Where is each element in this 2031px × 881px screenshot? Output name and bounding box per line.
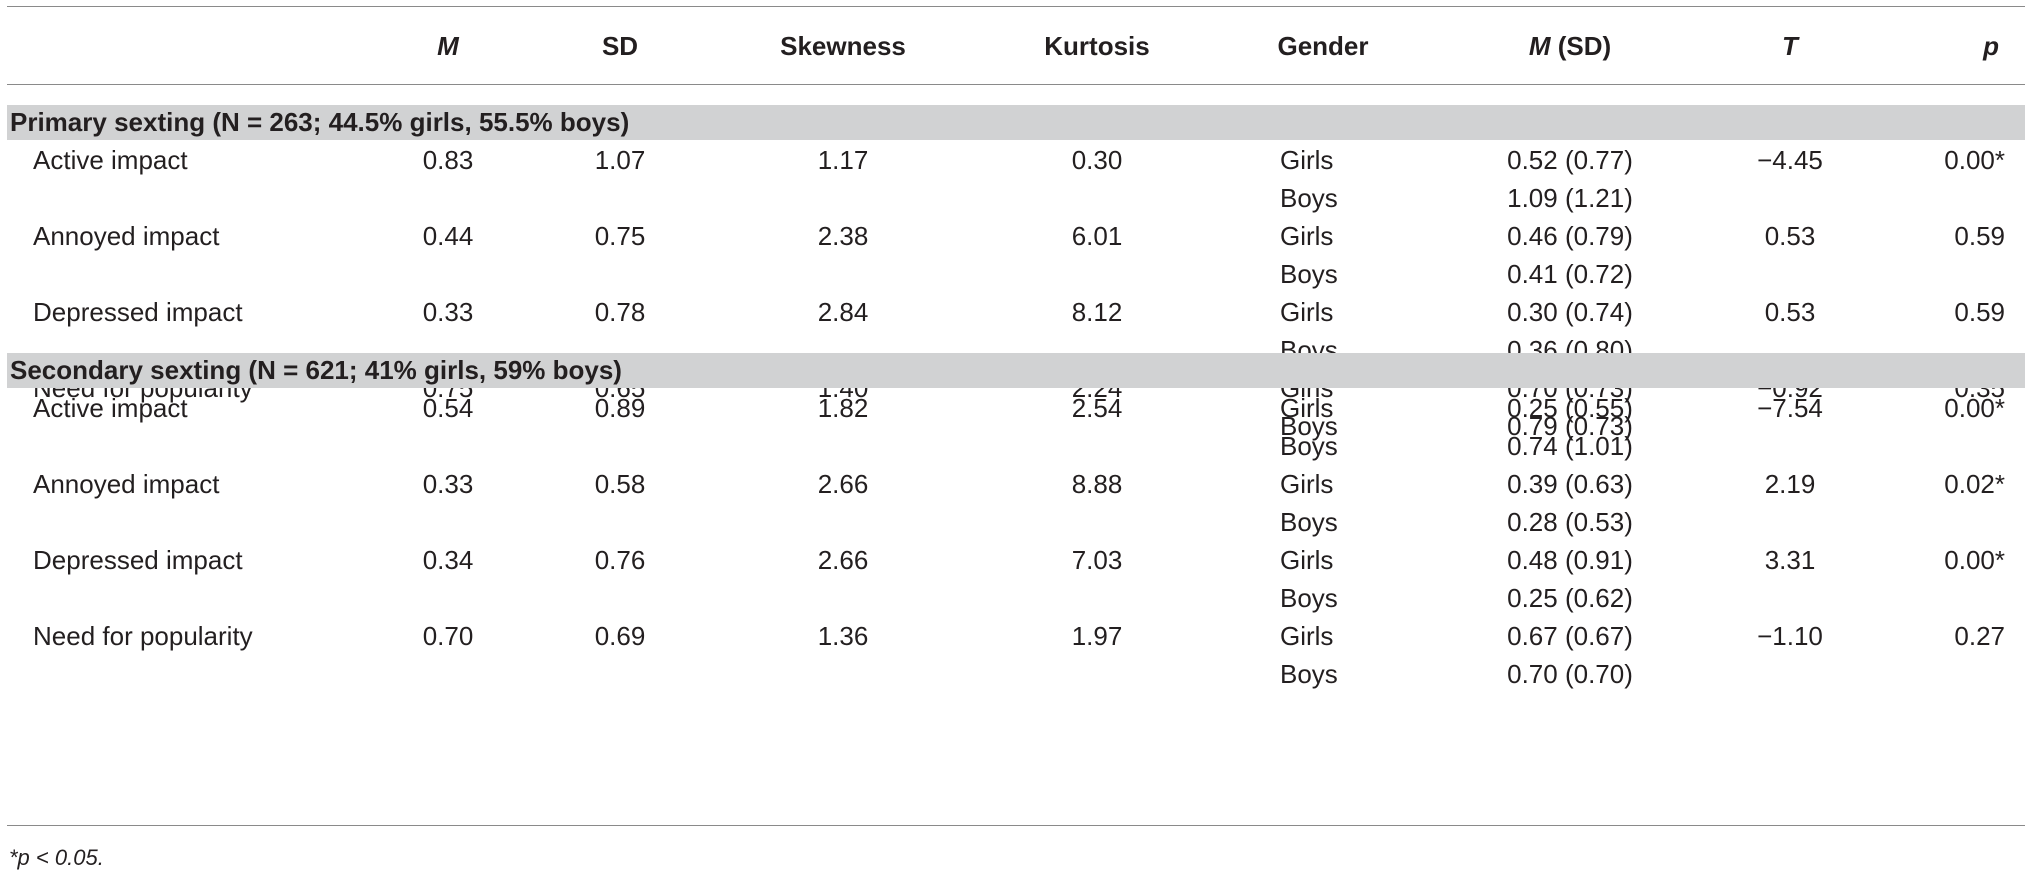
cell-kurtosis: 6.01 <box>1071 221 1123 251</box>
cell-t: 0.53 <box>1764 297 1816 327</box>
section-header: Secondary sexting (N = 621; 41% girls, 5… <box>7 353 2025 388</box>
cell-m-sd: 0.74 (1.01) <box>1507 431 1633 461</box>
header-skewness: Skewness <box>780 31 906 61</box>
header-rule <box>7 84 2025 85</box>
cell-m-sd: 0.70 (0.70) <box>1507 659 1633 689</box>
header-gender: Gender <box>1277 31 1369 61</box>
cell-m: 0.34 <box>422 545 474 575</box>
cell-gender: Boys <box>1280 183 1338 213</box>
cell-m-sd: 0.52 (0.77) <box>1507 145 1633 175</box>
cell-t: 2.19 <box>1764 469 1816 499</box>
cell-gender: Boys <box>1280 659 1338 689</box>
cell-p: 0.59 <box>1954 221 2005 251</box>
cell-m-sd: 0.25 (0.62) <box>1507 583 1633 613</box>
cell-skewness: 1.36 <box>817 621 869 651</box>
cell-m-sd: 0.30 (0.74) <box>1507 297 1633 327</box>
table-row: Active impact 0.83 1.07 1.17 0.30 Girls 0.52 (… <box>0 141 2031 217</box>
row-label: Need for popularity <box>33 621 253 651</box>
cell-sd: 1.07 <box>594 145 646 175</box>
cell-m: 0.54 <box>422 393 474 423</box>
cell-kurtosis: 8.12 <box>1071 297 1123 327</box>
cell-gender: Girls <box>1280 297 1334 327</box>
cell-m: 0.33 <box>422 469 474 499</box>
cell-skewness: 2.38 <box>817 221 869 251</box>
cell-gender: Girls <box>1280 621 1334 651</box>
table-row: Depressed impact 0.34 0.76 2.66 7.03 Girls 0.4… <box>0 541 2031 617</box>
bottom-rule <box>7 825 2025 826</box>
cell-skewness: 2.66 <box>817 469 869 499</box>
cell-m: 0.44 <box>422 221 474 251</box>
row-label: Depressed impact <box>33 297 243 327</box>
cell-skewness: 1.82 <box>817 393 869 423</box>
cell-gender: Girls <box>1280 393 1334 423</box>
cell-m-sd: 0.39 (0.63) <box>1507 469 1633 499</box>
row-label: Depressed impact <box>33 545 243 575</box>
cell-m: 0.70 <box>422 621 474 651</box>
header-m-sd: M (SD) <box>1528 31 1612 61</box>
cell-sd: 0.78 <box>594 297 646 327</box>
cell-m-sd: 0.79 (0.73) <box>1507 411 1633 441</box>
cell-p: 0.27 <box>1954 621 2005 651</box>
cell-m-sd: 0.28 (0.53) <box>1507 507 1633 537</box>
cell-m-sd: 1.09 (1.21) <box>1507 183 1633 213</box>
cell-t: −1.10 <box>1757 621 1823 651</box>
cell-sd: 0.58 <box>594 469 646 499</box>
cell-p: 0.59 <box>1954 297 2005 327</box>
section-title: Primary sexting (N = 263; 44.5% girls, 5… <box>10 107 630 137</box>
header-sd: SD <box>601 31 639 61</box>
cell-skewness: 1.17 <box>817 145 869 175</box>
cell-gender: Girls <box>1280 145 1334 175</box>
cell-gender: Girls <box>1280 545 1334 575</box>
cell-gender: Boys <box>1280 431 1338 461</box>
table-row: Need for popularity 0.70 0.69 1.36 1.97 Girls… <box>0 617 2031 693</box>
cell-m-sd: 0.67 (0.67) <box>1507 621 1633 651</box>
cell-gender: Boys <box>1280 583 1338 613</box>
cell-t: −7.54 <box>1757 393 1823 423</box>
table-row: Annoyed impact 0.33 0.58 2.66 8.88 Girls 0.39 … <box>0 465 2031 541</box>
cell-sd: 0.75 <box>594 221 646 251</box>
cell-kurtosis: 8.88 <box>1071 469 1123 499</box>
section-header: Primary sexting (N = 263; 44.5% girls, 5… <box>7 105 2025 140</box>
cell-gender: Boys <box>1280 259 1338 289</box>
cell-p: 0.02* <box>1944 469 2005 499</box>
header-p: p <box>1983 31 1999 61</box>
row-label: Active impact <box>33 393 188 423</box>
table-row: Annoyed impact 0.44 0.75 2.38 6.01 Girls 0.46 … <box>0 217 2031 293</box>
cell-p: 0.00* <box>1944 393 2005 423</box>
cell-m-sd: 0.25 (0.55) <box>1507 393 1633 423</box>
header-m: M <box>437 31 459 61</box>
cell-m-sd: 0.41 (0.72) <box>1507 259 1633 289</box>
cell-sd: 0.76 <box>594 545 646 575</box>
row-label: Active impact <box>33 145 188 175</box>
cell-gender: Boys <box>1280 411 1338 441</box>
cell-skewness: 2.84 <box>817 297 869 327</box>
section-title: Secondary sexting (N = 621; 41% girls, 5… <box>10 355 622 385</box>
top-rule <box>7 6 2025 7</box>
cell-gender: Girls <box>1280 221 1334 251</box>
cell-skewness: 2.66 <box>817 545 869 575</box>
cell-gender: Boys <box>1280 507 1338 537</box>
cell-t: 3.31 <box>1764 545 1816 575</box>
cell-sd: 0.89 <box>594 393 646 423</box>
header-t: T <box>1782 31 1798 61</box>
footnote: *p < 0.05. <box>9 845 104 870</box>
row-label: Annoyed impact <box>33 469 220 499</box>
cell-gender: Girls <box>1280 469 1334 499</box>
cell-sd: 0.69 <box>594 621 646 651</box>
cell-kurtosis: 7.03 <box>1071 545 1123 575</box>
cell-p: 0.00* <box>1944 545 2005 575</box>
cell-t: 0.53 <box>1764 221 1816 251</box>
cell-m-sd: 0.48 (0.91) <box>1507 545 1633 575</box>
cell-m-sd: 0.46 (0.79) <box>1507 221 1633 251</box>
cell-kurtosis: 1.97 <box>1071 621 1123 651</box>
row-label: Annoyed impact <box>33 221 220 251</box>
cell-m: 0.83 <box>422 145 474 175</box>
cell-kurtosis: 2.54 <box>1071 393 1123 423</box>
cell-t: −4.45 <box>1757 145 1823 175</box>
cell-m: 0.33 <box>422 297 474 327</box>
table-row: Active impact 0.54 0.89 1.82 2.54 Girls 0.25 (… <box>0 389 2031 465</box>
cell-p: 0.00* <box>1944 145 2005 175</box>
header-kurtosis: Kurtosis <box>1044 31 1150 61</box>
cell-kurtosis: 0.30 <box>1071 145 1123 175</box>
